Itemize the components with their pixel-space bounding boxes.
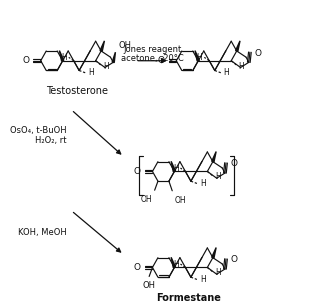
Text: H: H <box>224 68 229 77</box>
Polygon shape <box>171 257 175 268</box>
Text: H: H <box>200 275 206 284</box>
Text: OH: OH <box>118 41 131 50</box>
Polygon shape <box>112 52 115 63</box>
Text: Testosterone: Testosterone <box>46 86 108 96</box>
Polygon shape <box>60 50 64 61</box>
Polygon shape <box>100 41 104 51</box>
Text: H: H <box>197 53 202 62</box>
Text: OH: OH <box>143 281 156 290</box>
Text: H: H <box>173 260 179 268</box>
Text: Jones reagent: Jones reagent <box>123 46 182 54</box>
Polygon shape <box>195 50 199 61</box>
Text: H: H <box>61 53 67 62</box>
Text: H: H <box>215 172 220 181</box>
Text: KOH, MeOH: KOH, MeOH <box>18 228 67 237</box>
Text: Formestane: Formestane <box>156 293 221 303</box>
Text: O: O <box>255 49 262 58</box>
Text: H: H <box>173 164 179 173</box>
Text: H: H <box>200 179 206 188</box>
Text: H: H <box>103 62 109 71</box>
Text: H₂O₂, rt: H₂O₂, rt <box>35 136 67 145</box>
Text: O: O <box>22 56 29 65</box>
Text: acetone, -20°C: acetone, -20°C <box>121 54 184 63</box>
Text: H: H <box>88 68 94 77</box>
Polygon shape <box>171 161 175 172</box>
Text: O: O <box>231 255 238 264</box>
Text: OsO₄, t-BuOH: OsO₄, t-BuOH <box>10 126 67 135</box>
Polygon shape <box>236 41 240 51</box>
Text: O: O <box>158 56 165 65</box>
Text: O: O <box>134 263 141 272</box>
Text: O: O <box>231 159 238 168</box>
Polygon shape <box>212 151 216 162</box>
Text: OH: OH <box>174 196 186 205</box>
Text: H: H <box>239 62 244 71</box>
Text: O: O <box>134 167 141 176</box>
Polygon shape <box>212 247 216 258</box>
Text: OH: OH <box>141 195 153 204</box>
Text: H: H <box>215 268 220 278</box>
